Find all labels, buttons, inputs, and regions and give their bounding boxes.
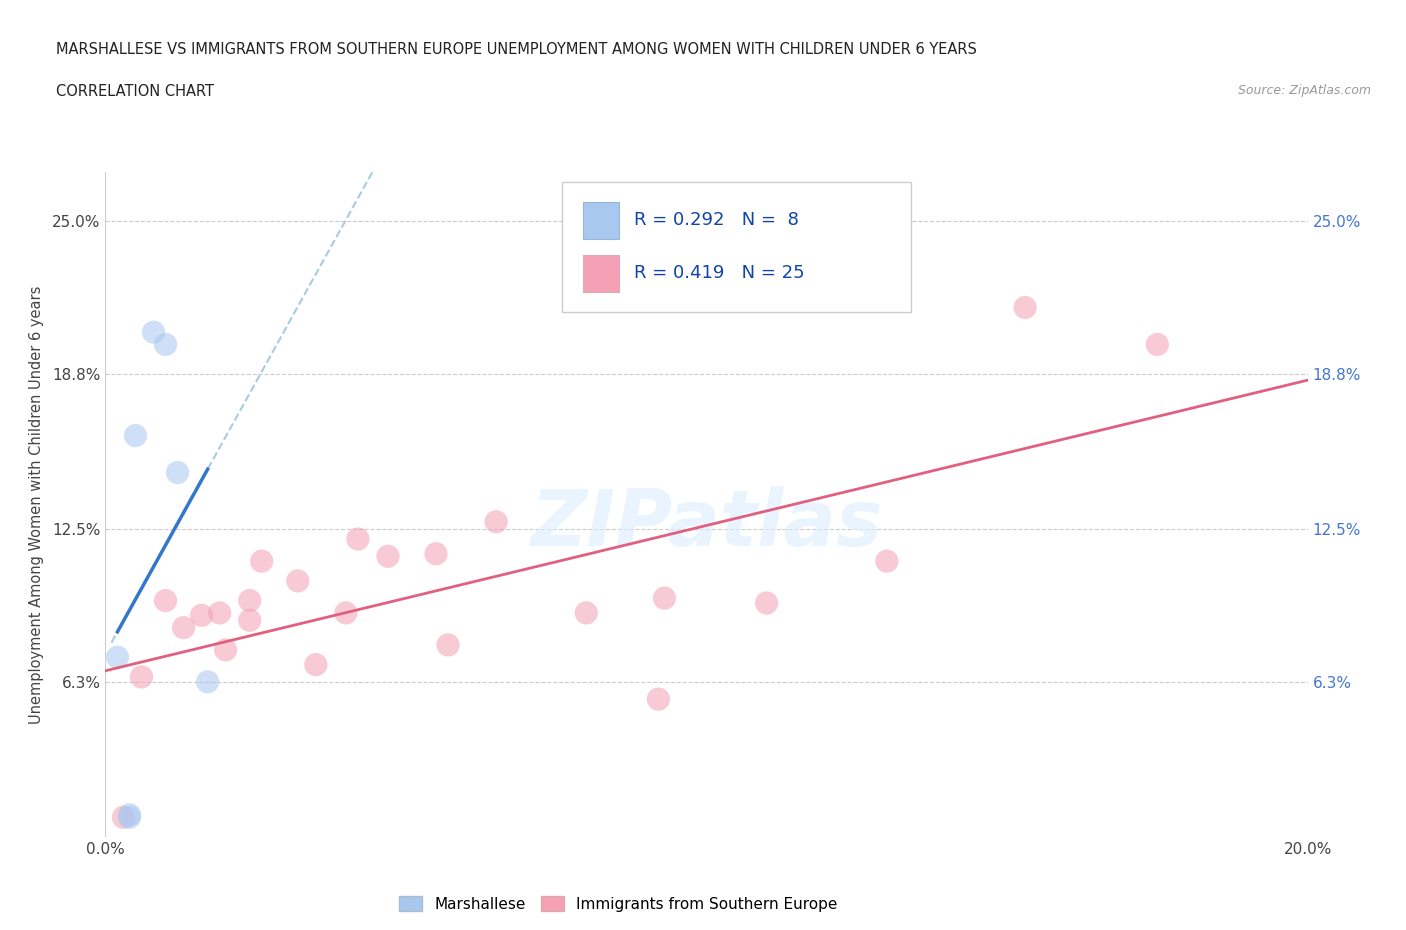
Point [142, 325, 165, 339]
Point [250, 553, 273, 568]
Point [107, 650, 129, 665]
Point [755, 595, 778, 610]
Y-axis label: Unemployment Among Women with Children Under 6 years: Unemployment Among Women with Children U… [30, 286, 44, 724]
Point [239, 613, 262, 628]
Point [173, 620, 195, 635]
Point [437, 637, 460, 652]
Point [155, 593, 177, 608]
Text: ZIPatlas: ZIPatlas [530, 486, 883, 563]
Point [239, 593, 262, 608]
Text: MARSHALLESE VS IMMIGRANTS FROM SOUTHERN EUROPE UNEMPLOYMENT AMONG WOMEN WITH CHI: MARSHALLESE VS IMMIGRANTS FROM SOUTHERN … [56, 42, 977, 57]
Point [124, 428, 146, 443]
Point [377, 549, 399, 564]
Point [335, 605, 357, 620]
Point [112, 810, 135, 825]
Point [208, 605, 231, 620]
Point [1146, 337, 1168, 352]
Point [654, 591, 676, 605]
Point [485, 514, 508, 529]
FancyBboxPatch shape [582, 255, 619, 292]
Point [575, 605, 598, 620]
Point [118, 810, 141, 825]
Text: Source: ZipAtlas.com: Source: ZipAtlas.com [1237, 84, 1371, 97]
Point [287, 574, 309, 589]
Point [197, 674, 219, 689]
Point [305, 658, 328, 672]
Point [155, 337, 177, 352]
Point [214, 643, 236, 658]
Legend: Marshallese, Immigrants from Southern Europe: Marshallese, Immigrants from Southern Eu… [394, 889, 844, 918]
Text: R = 0.292   N =  8: R = 0.292 N = 8 [634, 211, 799, 230]
Point [347, 532, 370, 547]
FancyBboxPatch shape [582, 202, 619, 239]
Point [131, 670, 153, 684]
Point [1014, 300, 1036, 315]
Point [876, 553, 898, 568]
Point [166, 465, 188, 480]
Point [190, 608, 212, 623]
Point [425, 546, 447, 561]
Text: R = 0.419   N = 25: R = 0.419 N = 25 [634, 264, 806, 283]
FancyBboxPatch shape [562, 182, 911, 312]
Point [118, 807, 141, 822]
Point [647, 692, 669, 707]
Text: CORRELATION CHART: CORRELATION CHART [56, 84, 214, 99]
